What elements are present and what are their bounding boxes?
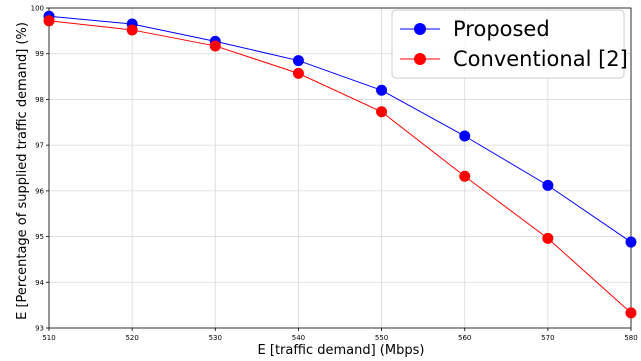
y-axis-ticks: 93 94 95 96 97 98 99 100 — [31, 5, 49, 333]
y-tick-label: 95 — [35, 233, 44, 241]
data-point-proposed — [625, 236, 637, 248]
y-tick-label: 98 — [35, 96, 44, 104]
x-tick-label: 580 — [624, 334, 637, 342]
data-point-conventional-2 — [292, 67, 304, 79]
x-tick-label: 540 — [292, 334, 305, 342]
data-point-conventional-2 — [209, 40, 221, 52]
legend-marker-conventional — [414, 53, 426, 65]
data-point-conventional-2 — [459, 170, 471, 182]
y-tick-label: 100 — [31, 5, 44, 13]
data-point-proposed — [459, 130, 471, 142]
y-tick-label: 93 — [35, 325, 44, 333]
legend: Proposed Conventional [2] — [391, 9, 628, 79]
data-point-conventional-2 — [126, 24, 138, 36]
legend-marker-proposed — [414, 23, 426, 35]
x-tick-label: 560 — [458, 334, 471, 342]
x-tick-label: 520 — [125, 334, 138, 342]
x-axis-label: E [traffic demand] (Mbps) — [258, 343, 425, 358]
legend-label-conventional: Conventional [2] — [453, 47, 628, 71]
y-tick-label: 96 — [35, 187, 44, 195]
data-point-proposed — [542, 179, 554, 191]
series-line-conventional-2 — [48, 20, 632, 314]
y-tick-label: 99 — [35, 50, 44, 58]
plot-frame — [48, 7, 632, 329]
y-axis-label: E [Percentage of supplied traffic demand… — [15, 22, 30, 320]
data-point-conventional-2 — [376, 106, 388, 118]
legend-box — [391, 9, 625, 79]
data-point-conventional-2 — [625, 307, 637, 319]
data-point-conventional-2 — [542, 232, 554, 244]
y-tick-label: 97 — [35, 142, 44, 150]
data-point-proposed — [376, 84, 388, 96]
legend-label-proposed: Proposed — [453, 17, 550, 41]
series-line-proposed — [48, 15, 632, 243]
x-axis-ticks: 510 520 530 540 550 560 570 580 — [42, 328, 638, 342]
x-tick-label: 570 — [541, 334, 554, 342]
x-tick-label: 530 — [209, 334, 222, 342]
series-group — [43, 10, 637, 319]
x-tick-label: 510 — [42, 334, 55, 342]
data-point-proposed — [292, 55, 304, 67]
y-tick-label: 94 — [35, 279, 44, 287]
x-tick-label: 550 — [375, 334, 388, 342]
data-point-conventional-2 — [43, 15, 55, 27]
